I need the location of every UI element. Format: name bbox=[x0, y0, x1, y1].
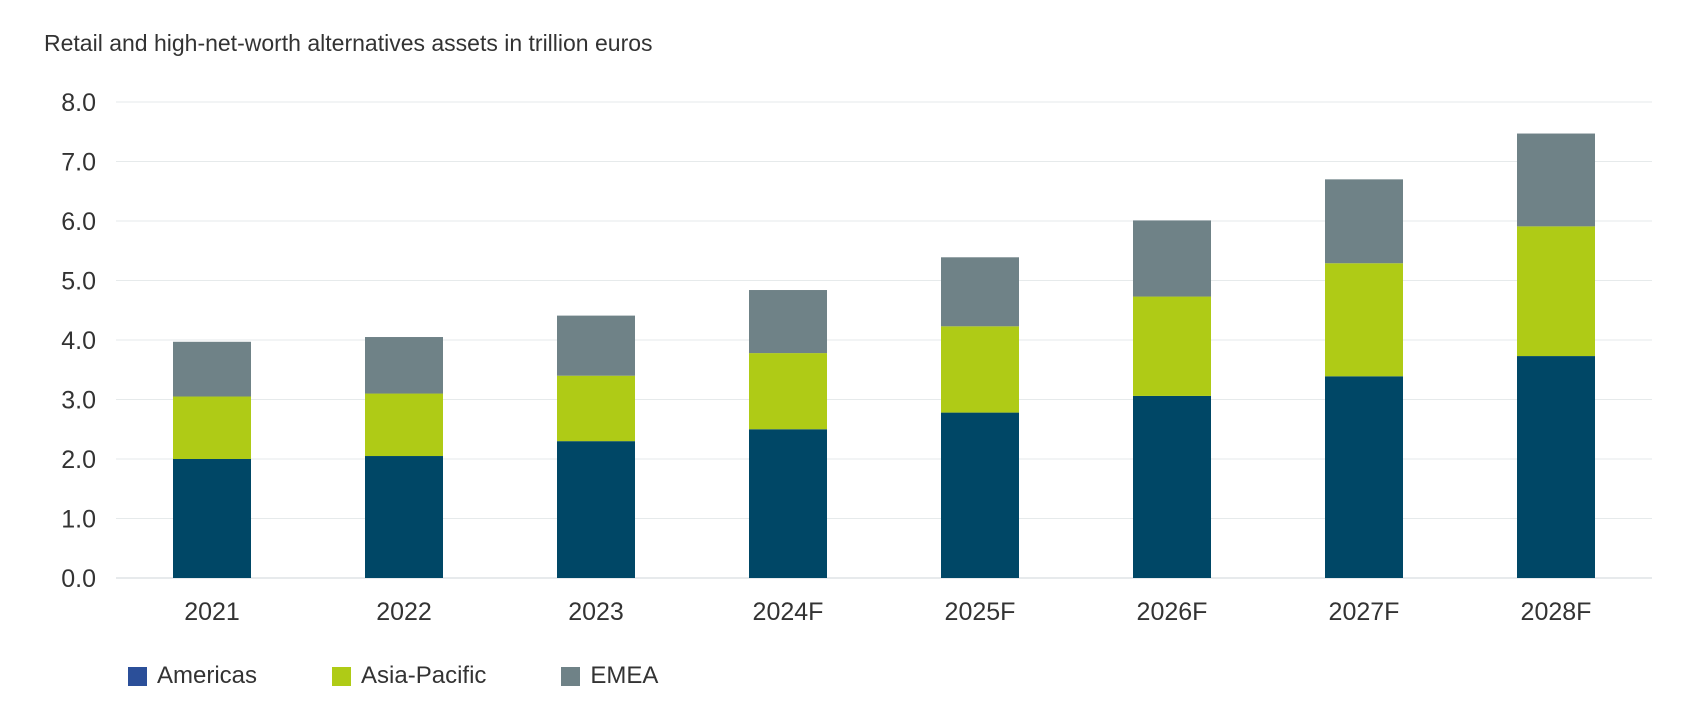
x-tick-label: 2026F bbox=[1137, 598, 1208, 626]
x-tick-label: 2028F bbox=[1521, 598, 1592, 626]
bar-segment-emea bbox=[1133, 220, 1211, 297]
y-tick-label: 1.0 bbox=[61, 506, 96, 534]
bar-segment-americas bbox=[1517, 356, 1595, 578]
bar-segment-asia-pacific bbox=[941, 326, 1019, 413]
bar-segment-americas bbox=[749, 429, 827, 578]
bar-segment-emea bbox=[365, 337, 443, 394]
legend-swatch bbox=[561, 666, 581, 686]
chart-title: Retail and high-net-worth alternatives a… bbox=[44, 30, 653, 56]
bar-segment-asia-pacific bbox=[365, 393, 443, 457]
y-tick-label: 2.0 bbox=[61, 446, 96, 474]
legend-item: Asia-Pacific bbox=[332, 662, 486, 690]
x-tick-label: 2024F bbox=[753, 598, 824, 626]
bar-segment-americas bbox=[1325, 376, 1403, 578]
bar-segment-asia-pacific bbox=[1325, 263, 1403, 377]
y-tick-label: 0.0 bbox=[61, 565, 96, 593]
bar-segment-americas bbox=[365, 456, 443, 578]
x-tick-label: 2021 bbox=[184, 598, 240, 626]
y-tick-label: 6.0 bbox=[61, 208, 96, 236]
bar-segment-asia-pacific bbox=[557, 375, 635, 442]
legend-label: Americas bbox=[157, 662, 258, 689]
bar-segment-asia-pacific bbox=[1133, 296, 1211, 396]
legend-item: Americas bbox=[128, 662, 257, 690]
bar-segment-asia-pacific bbox=[173, 396, 251, 459]
legend: Americas Asia-Pacific EMEA bbox=[128, 662, 733, 690]
legend-swatch bbox=[128, 666, 147, 686]
bar-segment-asia-pacific bbox=[749, 353, 827, 430]
y-tick-label: 8.0 bbox=[61, 89, 96, 117]
legend-label: EMEA bbox=[590, 662, 659, 689]
bar-segment-americas bbox=[1133, 395, 1211, 578]
bar-segment-emea bbox=[1517, 133, 1595, 227]
bar-segment-asia-pacific bbox=[1517, 226, 1595, 357]
bar-segment-emea bbox=[1325, 179, 1403, 264]
bar-segment-americas bbox=[557, 441, 635, 578]
bar-segment-emea bbox=[941, 257, 1019, 327]
bar-segment-americas bbox=[941, 412, 1019, 578]
y-tick-label: 7.0 bbox=[61, 149, 96, 177]
y-tick-label: 5.0 bbox=[61, 268, 96, 296]
x-tick-label: 2025F bbox=[945, 598, 1016, 626]
y-tick-label: 3.0 bbox=[61, 387, 96, 415]
x-tick-label: 2027F bbox=[1329, 598, 1400, 626]
x-tick-label: 2023 bbox=[568, 598, 624, 626]
bar-segment-emea bbox=[557, 315, 635, 376]
legend-label: Asia-Pacific bbox=[361, 662, 487, 689]
y-tick-label: 4.0 bbox=[61, 327, 96, 355]
bar-segment-americas bbox=[173, 459, 251, 578]
bar-segment-emea bbox=[749, 290, 827, 354]
bar-segment-emea bbox=[173, 341, 251, 397]
legend-swatch bbox=[332, 666, 352, 686]
x-tick-label: 2022 bbox=[376, 598, 432, 626]
legend-item: EMEA bbox=[561, 662, 658, 690]
